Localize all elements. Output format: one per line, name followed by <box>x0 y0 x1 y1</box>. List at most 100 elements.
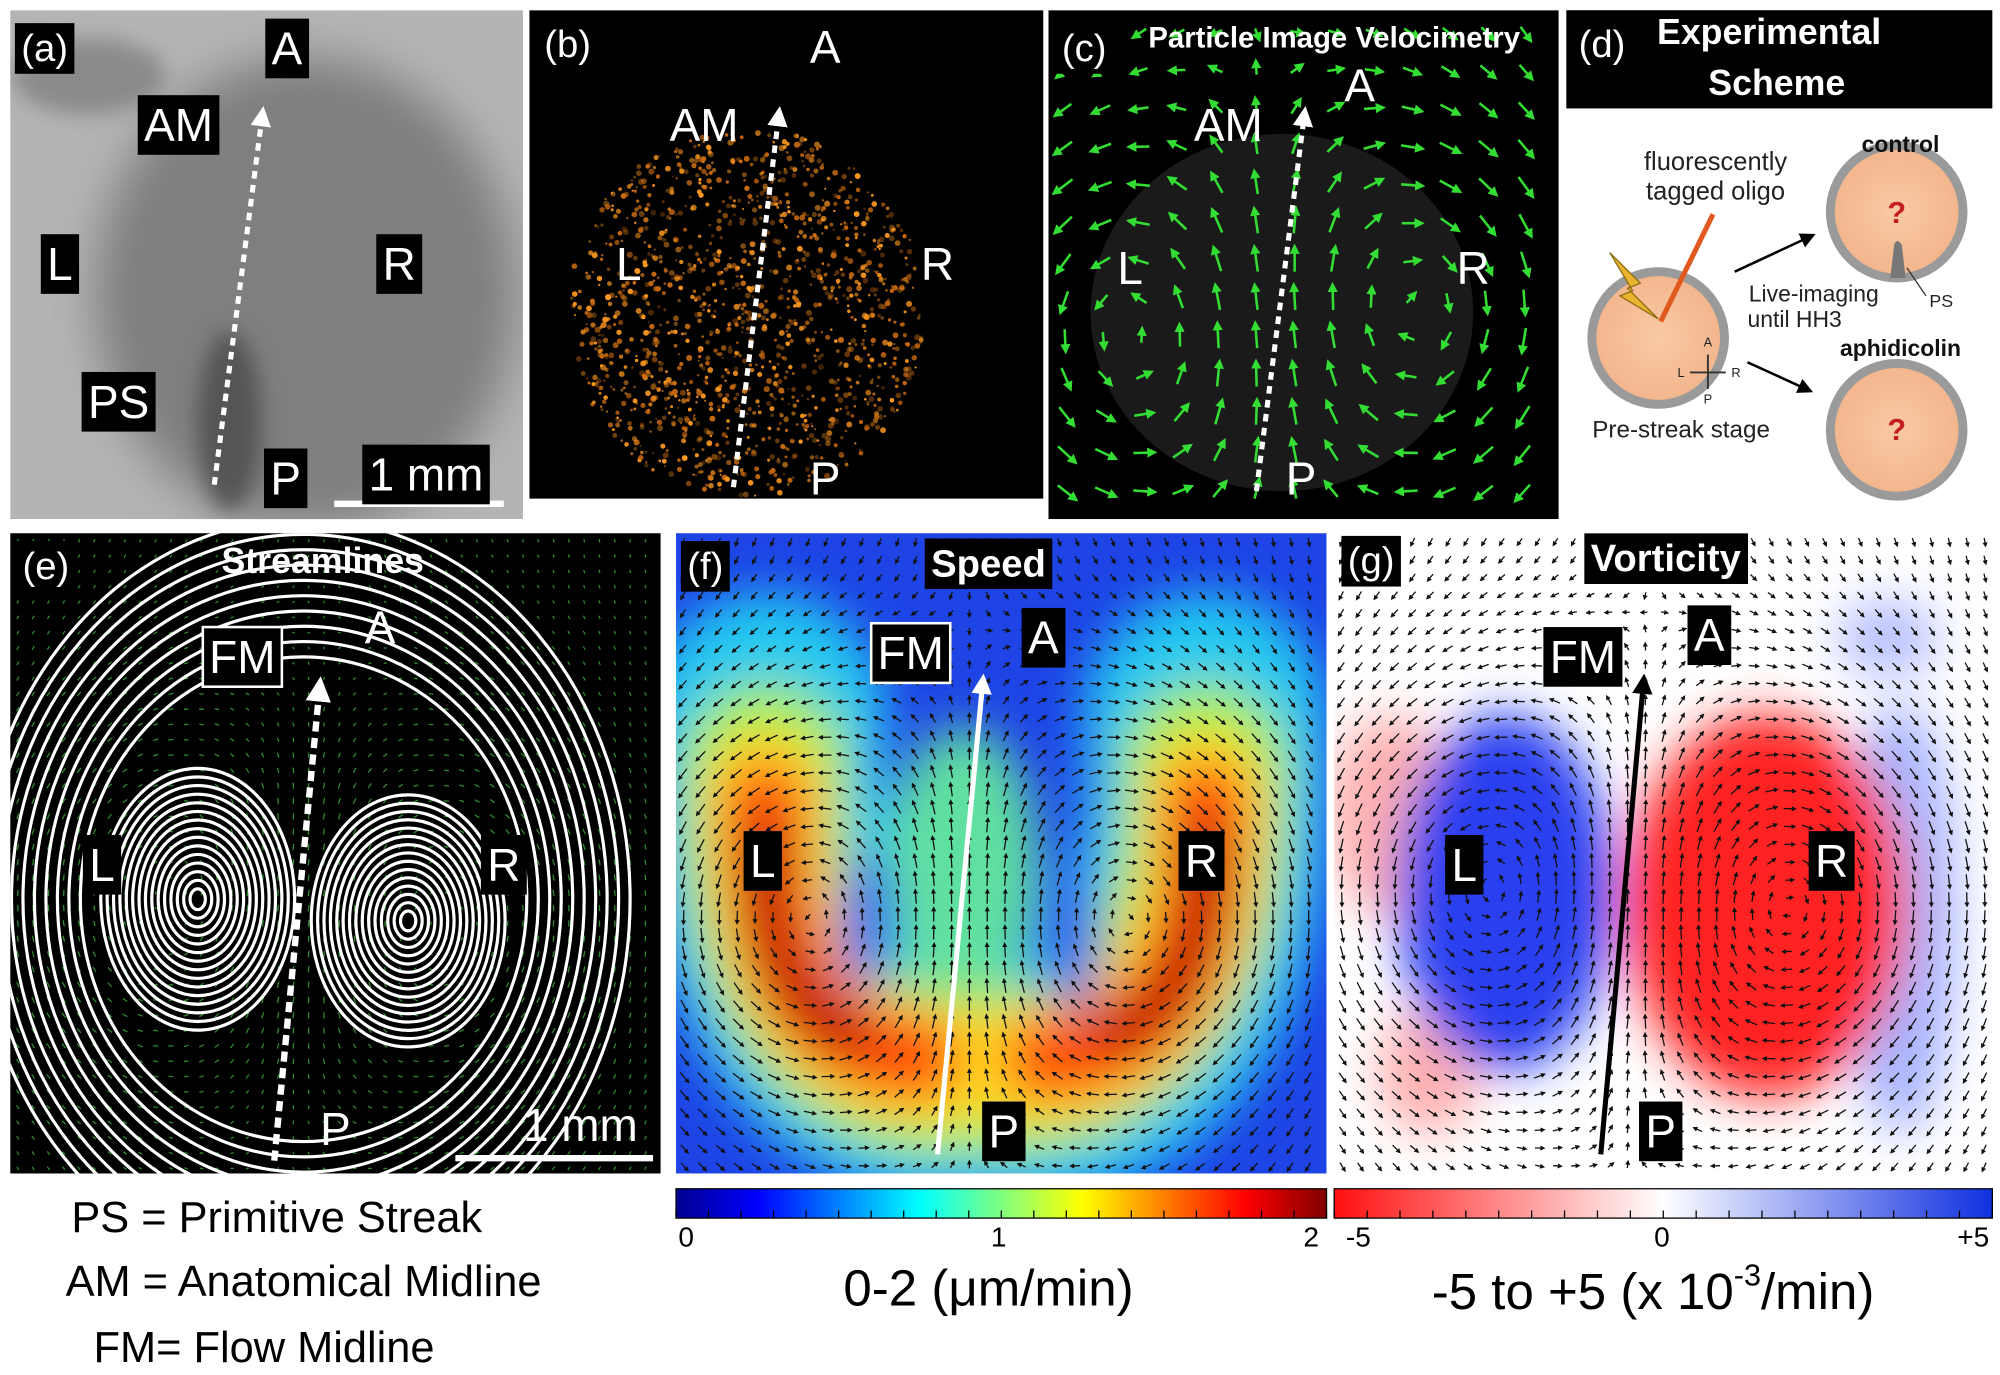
speckle <box>800 153 805 158</box>
speckle <box>622 386 626 390</box>
speckle <box>650 209 656 216</box>
speckle <box>708 406 714 412</box>
flow-vector <box>984 870 990 886</box>
speckle <box>602 399 607 404</box>
speckle <box>878 247 881 251</box>
speckle <box>677 458 681 462</box>
speckle <box>592 374 598 381</box>
speckle <box>840 272 846 277</box>
speckle <box>752 410 757 415</box>
speckle <box>837 285 841 289</box>
speckle <box>801 159 804 163</box>
flow-vector <box>1166 65 1186 76</box>
speckle <box>877 375 881 379</box>
speckle <box>716 218 722 224</box>
speckle <box>595 383 599 388</box>
speckle <box>743 155 750 162</box>
flow-vector <box>567 889 570 897</box>
flow-vector <box>629 539 631 543</box>
speckle <box>675 246 682 253</box>
speckle <box>773 397 778 401</box>
speckle <box>603 379 606 382</box>
flow-vector <box>931 941 937 958</box>
flow-vector <box>323 646 325 650</box>
speckle <box>669 189 675 196</box>
speckle <box>667 331 671 335</box>
speckle <box>809 283 812 286</box>
speckle <box>864 397 867 401</box>
speckle <box>665 320 670 324</box>
speckle <box>902 380 908 386</box>
speckle <box>677 417 684 423</box>
speckle <box>776 427 781 431</box>
speckle <box>746 447 751 452</box>
speckle <box>791 212 796 216</box>
speckle <box>588 240 591 243</box>
speckle <box>811 272 817 279</box>
speckle <box>733 204 737 208</box>
speckle <box>905 374 912 381</box>
flow-vector <box>1133 447 1158 458</box>
speckle <box>623 365 628 369</box>
speckle <box>885 206 890 211</box>
speckle <box>876 384 879 387</box>
speckle <box>862 346 867 350</box>
speckle <box>702 140 706 143</box>
speckle <box>640 338 644 343</box>
speckle <box>835 386 840 391</box>
flow-vector <box>1212 320 1223 349</box>
speckle <box>826 176 831 181</box>
speckle <box>905 274 912 280</box>
speckle <box>651 271 657 277</box>
flow-vector <box>1145 912 1151 923</box>
speckle <box>602 337 609 343</box>
speckle <box>802 234 808 239</box>
speckle <box>708 241 713 246</box>
speckle <box>856 297 860 302</box>
speckle <box>884 277 887 281</box>
speckle <box>708 303 711 306</box>
flow-vector <box>152 1029 159 1032</box>
flow-vector <box>1287 927 1294 944</box>
speckle <box>856 285 862 291</box>
speckle <box>683 415 689 422</box>
speckle <box>796 399 800 403</box>
speckle <box>779 213 784 218</box>
speckle <box>882 339 889 346</box>
flow-vector <box>443 800 450 802</box>
flow-vector <box>1136 325 1147 343</box>
speckle <box>612 433 618 438</box>
speckle <box>817 302 822 307</box>
flow-vector <box>292 1058 295 1064</box>
flow-vector <box>307 843 310 851</box>
speckle <box>747 479 754 486</box>
speckle <box>688 379 694 385</box>
speckle <box>733 459 740 465</box>
speckle <box>683 169 689 175</box>
speckle <box>814 141 820 148</box>
speckle <box>811 340 815 343</box>
speckle <box>604 294 612 301</box>
speckle <box>695 154 701 160</box>
speckle <box>817 213 822 217</box>
speckle <box>664 165 671 172</box>
flow-vector <box>1125 842 1139 848</box>
speckle <box>673 321 678 327</box>
speckle <box>680 332 684 336</box>
speckle <box>590 322 596 328</box>
speckle <box>828 294 832 298</box>
speckle <box>590 336 596 342</box>
speckle <box>783 376 788 380</box>
speckle <box>663 241 670 248</box>
flow-vector <box>836 716 849 722</box>
speckle <box>778 294 785 300</box>
speckle <box>911 355 917 361</box>
speckle <box>683 382 686 385</box>
speckle <box>857 357 864 363</box>
speckle <box>809 235 814 240</box>
speckle <box>591 252 598 259</box>
speckle <box>874 287 879 292</box>
speckle <box>641 373 647 379</box>
speckle <box>720 345 727 351</box>
speckle <box>891 375 896 379</box>
